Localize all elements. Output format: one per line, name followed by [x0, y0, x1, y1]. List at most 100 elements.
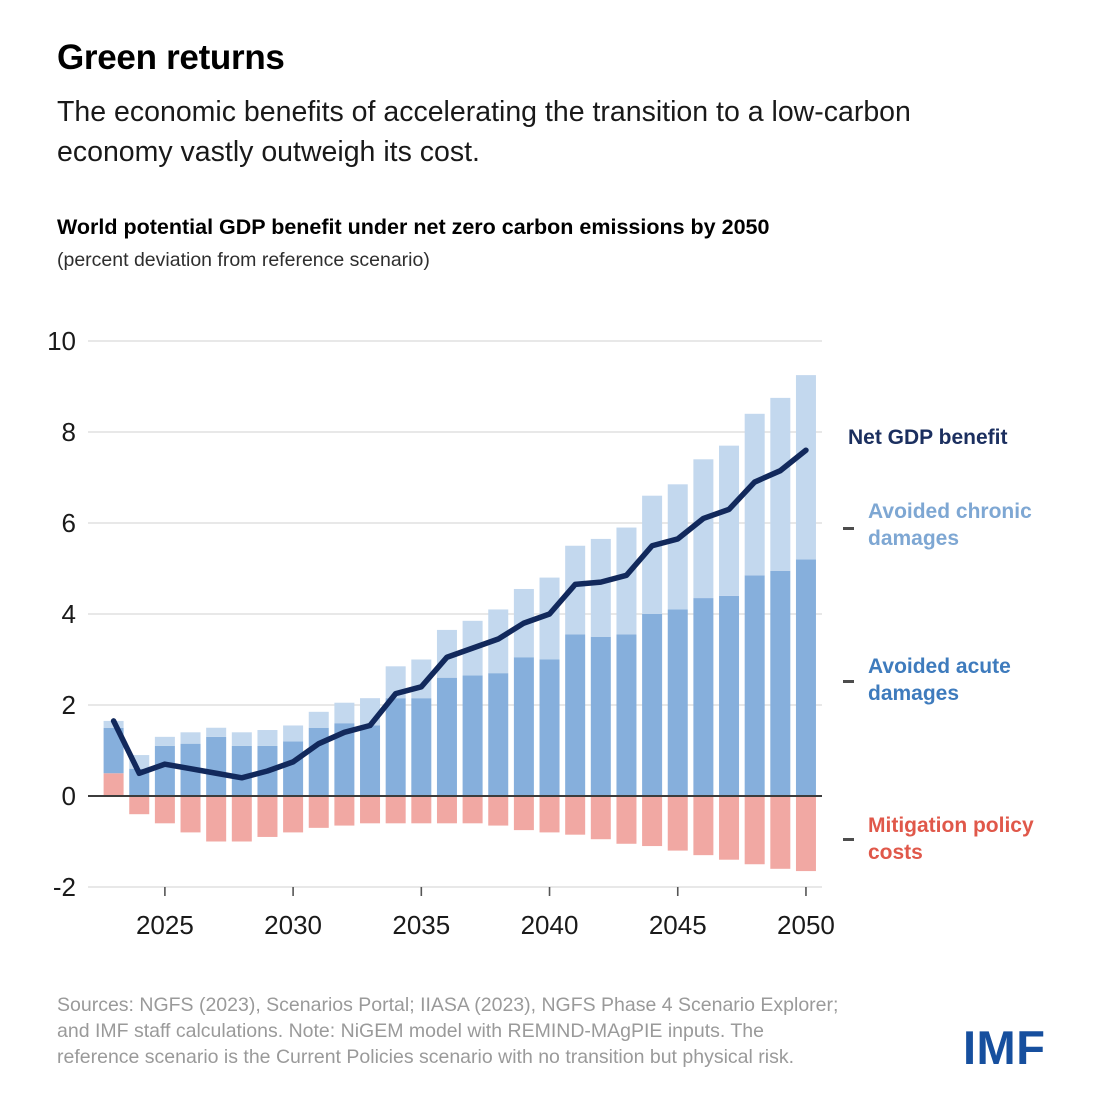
page-subtitle: The economic benefits of accelerating th… [57, 96, 911, 168]
bar-2049-avoided-chronic [770, 397, 791, 571]
bar-2044-avoided-chronic [642, 495, 663, 614]
bar-2041-avoided-chronic [565, 545, 586, 635]
bar-2025-avoided-acute [154, 745, 175, 796]
bar-2027-mitigation-costs [206, 796, 227, 842]
x-axis-label-2030: 2030 [264, 910, 322, 940]
bar-2050-avoided-chronic [795, 375, 816, 560]
bar-2032-avoided-chronic [334, 702, 355, 724]
bar-2047-avoided-acute [719, 595, 740, 796]
y-axis-label-2: 2 [62, 690, 76, 720]
bar-2024-avoided-acute [129, 768, 150, 796]
bar-2038-avoided-acute [488, 673, 509, 796]
bar-2025-avoided-chronic [154, 736, 175, 746]
bar-2023-mitigation-costs [103, 773, 124, 796]
y-axis-label--2: -2 [53, 872, 76, 902]
bar-2028-avoided-acute [231, 745, 252, 796]
legend-net-gdp-benefit: Net GDP benefit [848, 426, 1008, 449]
x-axis-label-2035: 2035 [392, 910, 450, 940]
bar-2046-mitigation-costs [693, 796, 714, 856]
source-line: Sources: NGFS (2023), Scenarios Portal; … [57, 994, 839, 1016]
chart-subtitle: (percent deviation from reference scenar… [57, 249, 430, 271]
bar-2040-mitigation-costs [539, 796, 560, 833]
bar-2048-avoided-chronic [744, 413, 765, 576]
bar-2040-avoided-acute [539, 659, 560, 796]
bar-2032-avoided-acute [334, 723, 355, 796]
y-axis-label-0: 0 [62, 781, 76, 811]
bar-2049-mitigation-costs [770, 796, 791, 869]
y-axis-label-8: 8 [62, 417, 76, 447]
bar-2026-mitigation-costs [180, 796, 201, 833]
bar-2029-mitigation-costs [257, 796, 278, 837]
bar-2046-avoided-acute [693, 598, 714, 796]
y-axis-label-4: 4 [62, 599, 76, 629]
bar-2036-mitigation-costs [436, 796, 457, 824]
bar-2042-avoided-acute [590, 636, 611, 796]
page-title: Green returns [57, 38, 285, 77]
bar-2041-avoided-acute [565, 634, 586, 796]
bar-2045-avoided-acute [667, 609, 688, 796]
bar-2047-mitigation-costs [719, 796, 740, 860]
bar-2035-avoided-acute [411, 698, 432, 796]
bar-2033-avoided-acute [360, 725, 381, 796]
bar-2035-mitigation-costs [411, 796, 432, 824]
bar-2045-mitigation-costs [667, 796, 688, 851]
imf-logo: IMF [963, 1021, 1046, 1074]
legend-avoided-acute-damages: Avoided acute damages [868, 655, 1011, 705]
bar-2039-avoided-acute [513, 657, 534, 796]
legend-avoided-chronic-damages: Avoided chronic damages [868, 500, 1032, 550]
bar-2038-mitigation-costs [488, 796, 509, 826]
legend-dash-chronic [843, 527, 854, 530]
bar-2027-avoided-chronic [206, 727, 227, 737]
chart-title: World potential GDP benefit under net ze… [57, 215, 770, 239]
bar-2030-avoided-acute [283, 741, 304, 796]
bar-2046-avoided-chronic [693, 459, 714, 599]
bar-2023-avoided-acute [103, 727, 124, 774]
bar-2027-avoided-acute [206, 736, 227, 796]
source-note: Sources: NGFS (2023), Scenarios Portal; … [57, 992, 838, 1070]
bar-2050-mitigation-costs [795, 796, 816, 872]
bar-2028-avoided-chronic [231, 732, 252, 746]
bar-2025-mitigation-costs [154, 796, 175, 824]
bar-2028-mitigation-costs [231, 796, 252, 842]
bar-2043-avoided-chronic [616, 527, 637, 635]
bar-2049-avoided-acute [770, 570, 791, 796]
bar-2044-mitigation-costs [642, 796, 663, 847]
x-axis-label-2040: 2040 [521, 910, 579, 940]
x-axis-label-2025: 2025 [136, 910, 194, 940]
bar-2042-avoided-chronic [590, 538, 611, 637]
bar-2037-avoided-acute [462, 675, 483, 796]
bar-2036-avoided-acute [436, 677, 457, 796]
bar-2033-mitigation-costs [360, 796, 381, 824]
bar-2041-mitigation-costs [565, 796, 586, 835]
bar-2034-mitigation-costs [385, 796, 406, 824]
bar-2050-avoided-acute [795, 559, 816, 796]
bar-2029-avoided-chronic [257, 730, 278, 746]
bar-2048-avoided-acute [744, 575, 765, 796]
bar-2043-mitigation-costs [616, 796, 637, 844]
legend-dash-costs [843, 838, 854, 841]
bar-2030-avoided-chronic [283, 725, 304, 742]
x-axis-label-2045: 2045 [649, 910, 707, 940]
bar-2031-avoided-chronic [308, 711, 329, 728]
legend-dash-acute [843, 680, 854, 683]
source-line: reference scenario is the Current Polici… [57, 1046, 795, 1068]
bar-2048-mitigation-costs [744, 796, 765, 865]
y-axis-label-10: 10 [47, 326, 76, 356]
bar-2039-mitigation-costs [513, 796, 534, 831]
source-line: and IMF staff calculations. Note: NiGEM … [57, 1020, 764, 1042]
y-axis-label-6: 6 [62, 508, 76, 538]
bar-2030-mitigation-costs [283, 796, 304, 833]
bar-2031-mitigation-costs [308, 796, 329, 828]
bar-2034-avoided-acute [385, 698, 406, 796]
net-gdp-benefit-line [110, 447, 809, 781]
legend-mitigation-policy-costs: Mitigation policy costs [868, 814, 1034, 864]
x-axis-label-2050: 2050 [777, 910, 835, 940]
bar-2042-mitigation-costs [590, 796, 611, 840]
bar-2043-avoided-acute [616, 634, 637, 796]
bar-2045-avoided-chronic [667, 484, 688, 610]
bar-2037-mitigation-costs [462, 796, 483, 824]
bar-2044-avoided-acute [642, 614, 663, 796]
bar-2026-avoided-chronic [180, 732, 201, 744]
